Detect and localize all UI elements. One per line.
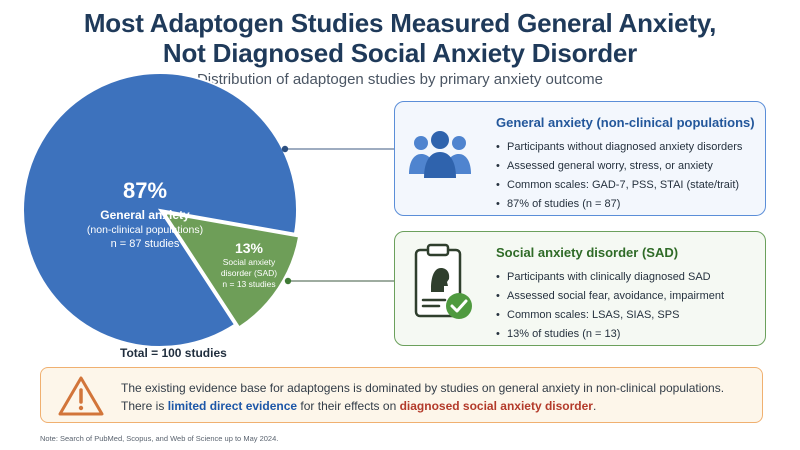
card-bullets-sad: Participants with clinically diagnosed S…: [496, 268, 724, 344]
list-item: 87% of studies (n = 87): [496, 195, 742, 214]
list-item: Participants with clinically diagnosed S…: [496, 268, 724, 287]
list-item: Common scales: GAD-7, PSS, STAI (state/t…: [496, 176, 742, 195]
slice-pct-sad: 13%: [234, 240, 264, 256]
list-item: Common scales: LSAS, SIAS, SPS: [496, 306, 724, 325]
slice-label-general: 87% General anxiety (non-clinical popula…: [60, 178, 230, 252]
slice-label-sad: 13% Social anxiety disorder (SAD) n = 13…: [208, 240, 290, 290]
callout-line-2-post: .: [592, 399, 597, 413]
card-bullets-general: Participants without diagnosed anxiety d…: [496, 138, 742, 214]
callout-line-1: The existing evidence base for adaptogen…: [121, 381, 725, 395]
slice-name-general: General anxiety: [100, 208, 190, 222]
chart-title: Most Adaptogen Studies Measured General …: [0, 8, 800, 68]
callout-highlight-sad: diagnosed social anxiety disorder: [399, 399, 593, 413]
card-social-anxiety: Social anxiety disorder (SAD) Participan…: [394, 231, 766, 346]
total-label: Total = 100 studies: [120, 346, 227, 360]
list-item: Assessed general worry, stress, or anxie…: [496, 157, 742, 176]
card-title-sad: Social anxiety disorder (SAD): [496, 245, 679, 260]
callout-line-2: There is limited direct evidence for the…: [121, 397, 724, 415]
warning-triangle-icon: [58, 376, 104, 416]
source-note: Note: Search of PubMed, Scopus, and Web …: [40, 434, 279, 443]
card-title-general: General anxiety (non-clinical population…: [496, 115, 755, 130]
slice-name-sad-2: disorder (SAD): [220, 268, 278, 278]
slice-name-sad-1: Social anxiety: [222, 257, 276, 267]
callout-text: The existing evidence base for adaptogen…: [121, 379, 724, 415]
connector-sad: [284, 277, 395, 285]
slice-count-general: n = 87 studies: [110, 238, 180, 250]
people-group-icon: [409, 131, 471, 178]
slice-pct-general: 87%: [122, 178, 168, 203]
callout-line-2-pre: There is: [121, 399, 168, 413]
slice-count-sad: n = 13 studies: [222, 279, 276, 289]
pie-slice-social-anxiety: [162, 211, 301, 329]
chart-subtitle: Distribution of adaptogen studies by pri…: [196, 71, 604, 88]
list-item: Assessed social fear, avoidance, impairm…: [496, 287, 724, 306]
list-item: 13% of studies (n = 13): [496, 325, 724, 344]
key-finding-callout: The existing evidence base for adaptogen…: [40, 367, 763, 423]
list-item: Participants without diagnosed anxiety d…: [496, 138, 742, 157]
card-general-anxiety: General anxiety (non-clinical population…: [394, 101, 766, 216]
title-line-1: Most Adaptogen Studies Measured General …: [83, 8, 717, 38]
pie-slice-general-anxiety: [22, 72, 298, 348]
clipboard-check-icon: [414, 243, 472, 319]
slice-sub-general: (non-clinical populations): [86, 224, 204, 236]
callout-line-2-mid: for their effects on: [297, 399, 400, 413]
title-line-2: Not Diagnosed Social Anxiety Disorder: [162, 38, 638, 68]
callout-highlight-limited-evidence: limited direct evidence: [167, 399, 298, 413]
connector-general: [281, 145, 395, 153]
